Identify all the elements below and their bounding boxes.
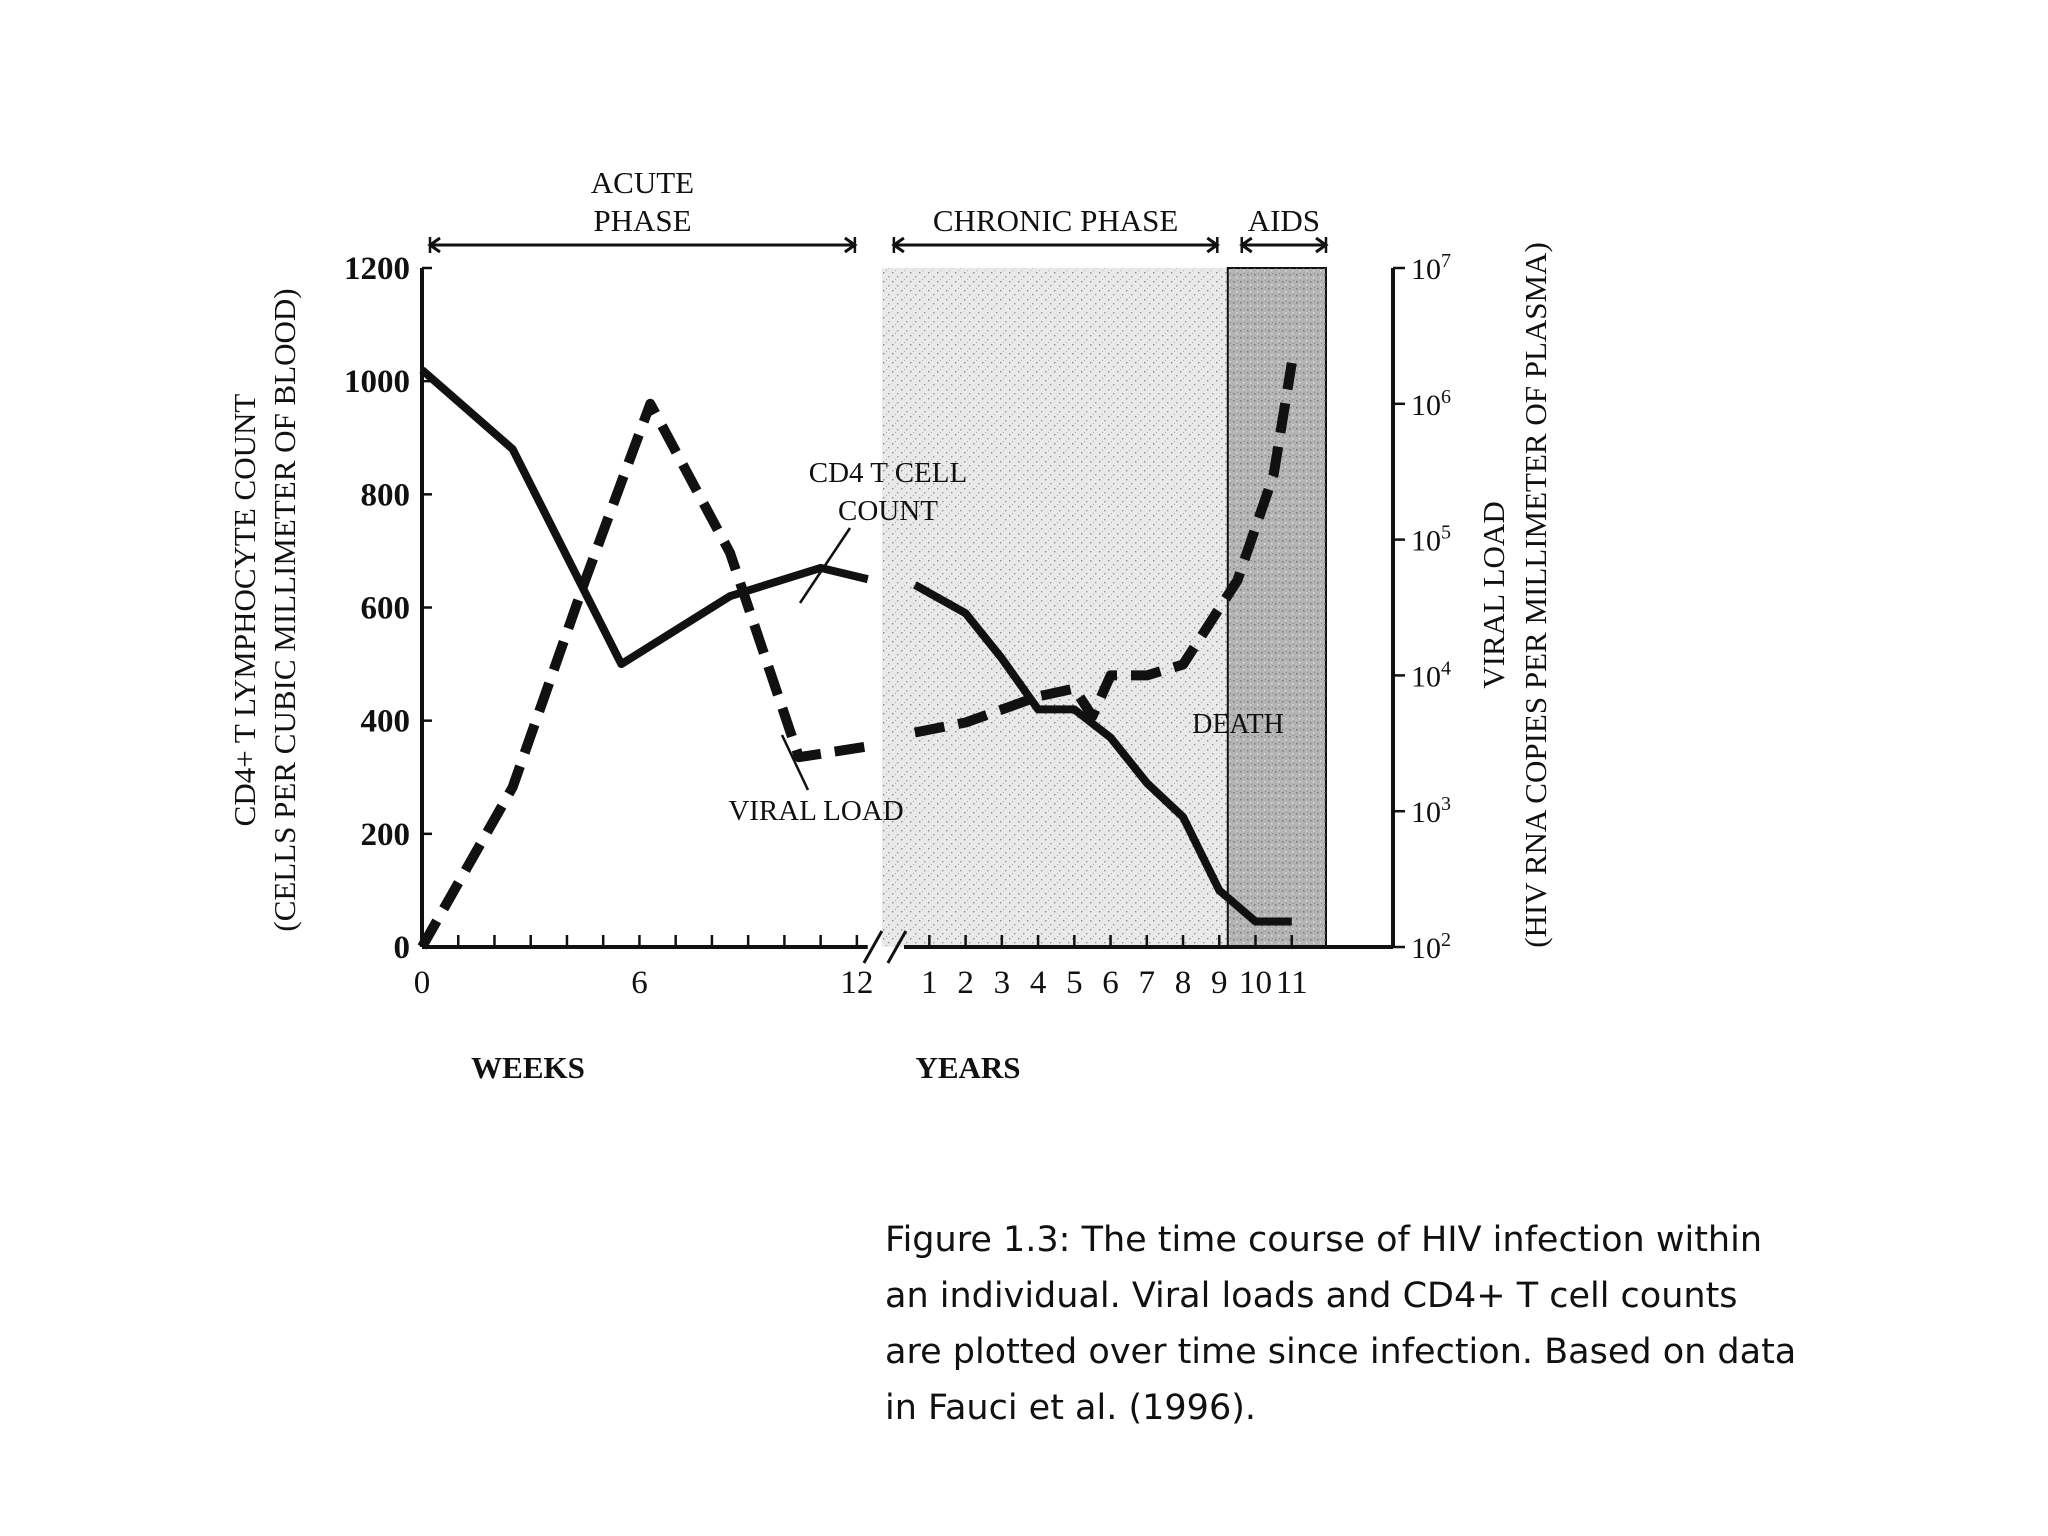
x-tick-label: 4 — [1030, 965, 1047, 1001]
caption-line-4: in Fauci et al. (1996). — [885, 1388, 1256, 1428]
cd4-count-line — [419, 366, 869, 669]
x-axis-tick-labels: 0 6 12 1 2 3 4 5 6 7 8 9 10 11 — [414, 965, 1308, 1001]
x-tick-label: 2 — [957, 965, 974, 1001]
viral-load-line — [913, 362, 1297, 738]
right-tick-label: 104 — [1411, 657, 1451, 693]
x-tick-label: 12 — [840, 965, 873, 1001]
x-tick-label: 6 — [631, 965, 648, 1001]
right-axis-label-line2: (HIV RNA COPIES PER MILLIMETER OF PLASMA… — [1518, 242, 1553, 948]
right-tick-label: 103 — [1411, 793, 1451, 829]
x-axis-break-mark — [886, 930, 908, 964]
x-axis-break-mark — [862, 930, 884, 964]
figure-caption: Figure 1.3: The time course of HIV infec… — [885, 1212, 1845, 1436]
right-axis-label-line1: VIRAL LOAD — [1476, 501, 1511, 688]
left-tick-label: 1200 — [344, 251, 410, 287]
aids-phase-texture — [1227, 268, 1326, 947]
right-tick-label: 105 — [1411, 522, 1451, 558]
right-tick-label: 107 — [1411, 250, 1451, 286]
phase-label: AIDS — [1248, 203, 1320, 238]
series-lines — [417, 362, 1297, 950]
x-tick-label: 5 — [1066, 965, 1083, 1001]
left-tick-label: 800 — [361, 477, 411, 513]
x-tick-label: 3 — [994, 965, 1011, 1001]
x-tick-label: 9 — [1211, 965, 1228, 1001]
x-tick-label: 7 — [1139, 965, 1156, 1001]
left-axis-label-line2: (CELLS PER CUBIC MILLIMETER OF BLOOD) — [267, 288, 302, 931]
axes — [420, 266, 1405, 964]
x-unit-label-weeks: WEEKS — [471, 1050, 585, 1085]
left-tick-label: 600 — [361, 591, 411, 627]
cd4-series-label-line1: CD4 T CELL — [809, 457, 967, 489]
viral-load-line — [417, 398, 869, 950]
left-tick-label: 400 — [361, 704, 411, 740]
cd4-label-leader — [798, 527, 852, 604]
cd4-count-line — [912, 581, 1292, 926]
right-axis-tick-labels: 102 103 104 105 106 107 — [1411, 250, 1451, 965]
left-tick-label: 1000 — [344, 364, 410, 400]
death-annotation: DEATH — [1192, 709, 1284, 740]
left-axis-tick-labels: 0 200 400 600 800 1000 1200 — [344, 251, 410, 966]
viral-label-leader — [780, 734, 810, 791]
viral-series-label: VIRAL LOAD — [728, 795, 903, 827]
phase-label: ACUTE — [591, 165, 694, 200]
caption-line-3: are plotted over time since infection. B… — [885, 1332, 1797, 1372]
x-tick-label: 8 — [1175, 965, 1192, 1001]
right-tick-label: 102 — [1411, 929, 1451, 965]
caption-line-2: an individual. Viral loads and CD4+ T ce… — [885, 1276, 1738, 1316]
left-tick-label: 0 — [394, 930, 411, 966]
left-tick-label: 200 — [361, 817, 411, 853]
left-axis-label-line1: CD4+ T LYMPHOCYTE COUNT — [227, 394, 262, 827]
cd4-series-label-line2: COUNT — [838, 495, 938, 527]
x-tick-label: 11 — [1276, 965, 1308, 1001]
x-tick-label: 0 — [414, 965, 431, 1001]
chronic-phase-texture — [881, 268, 1228, 947]
x-tick-label: 1 — [921, 965, 938, 1001]
x-unit-label-years: YEARS — [915, 1050, 1020, 1085]
caption-line-1: Figure 1.3: The time course of HIV infec… — [885, 1220, 1763, 1260]
x-tick-label: 6 — [1102, 965, 1119, 1001]
phase-label: CHRONIC PHASE — [933, 203, 1178, 238]
right-tick-label: 106 — [1411, 386, 1451, 422]
phase-label: PHASE — [593, 203, 691, 238]
x-tick-label: 10 — [1239, 965, 1272, 1001]
